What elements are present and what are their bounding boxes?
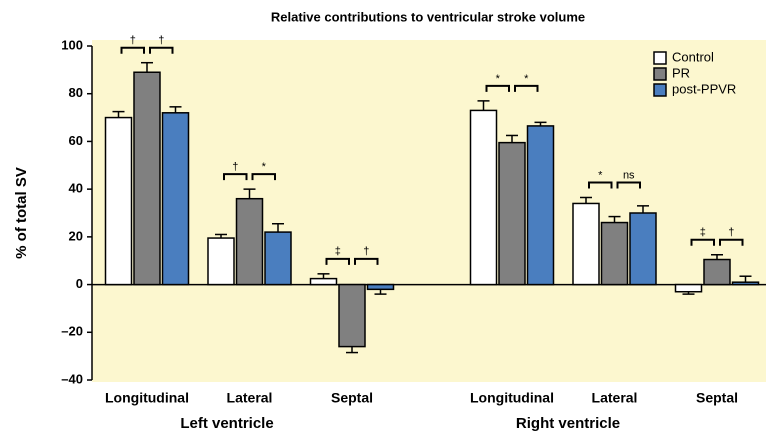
x-tick-label: Septal [696, 390, 738, 406]
legend-label: post-PPVR [672, 81, 736, 96]
significance-label: ‡ [700, 227, 706, 239]
significance-label: † [728, 227, 734, 239]
y-tick-label: –20 [61, 324, 83, 339]
bar [572, 202, 600, 286]
bar [498, 141, 526, 286]
bar [207, 237, 235, 286]
significance-bracket [149, 46, 174, 54]
bar [674, 283, 703, 293]
y-tick-label: 40 [69, 181, 83, 196]
significance-label: * [496, 73, 501, 85]
bar [469, 109, 498, 286]
significance-label: † [158, 35, 164, 47]
significance-bracket [251, 173, 276, 181]
x-tick-label: Lateral [592, 390, 638, 406]
bar [264, 231, 292, 286]
x-tick-label: Septal [331, 390, 373, 406]
bar [629, 212, 657, 286]
y-tick-label: –40 [61, 371, 83, 386]
x-tick-label: Lateral [227, 390, 273, 406]
significance-bracket [120, 46, 145, 54]
significance-bracket [325, 257, 350, 265]
significance-label: † [363, 246, 369, 258]
group-label: Right ventricle [516, 415, 620, 432]
significance-bracket [485, 84, 510, 92]
x-tick-label: Longitudinal [470, 390, 554, 406]
significance-label: † [232, 161, 238, 173]
significance-bracket [616, 181, 641, 189]
bar [133, 71, 161, 286]
significance-bracket [223, 173, 248, 181]
significance-bracket [354, 257, 379, 265]
significance-label: * [524, 73, 529, 85]
y-tick-label: 0 [76, 276, 83, 291]
significance-label: ns [623, 169, 635, 181]
significance-bracket [514, 84, 539, 92]
chart-title: Relative contributions to ventricular st… [271, 9, 585, 24]
significance-label: * [598, 169, 603, 181]
legend-label: PR [672, 65, 690, 80]
significance-bracket [690, 238, 715, 246]
group-label: Left ventricle [180, 415, 273, 432]
bar [104, 116, 133, 286]
bar [526, 125, 555, 286]
bar [600, 221, 629, 286]
y-tick-label: 100 [61, 37, 83, 52]
significance-bracket [719, 238, 744, 246]
legend-swatch [653, 83, 667, 97]
significance-label: * [262, 161, 267, 173]
significance-bracket [588, 181, 613, 189]
legend-label: Control [672, 49, 714, 64]
bar [703, 258, 731, 286]
y-tick-label: 60 [69, 133, 83, 148]
bar [309, 277, 338, 286]
bar [161, 112, 190, 286]
legend-swatch [653, 51, 667, 65]
bar [338, 283, 366, 348]
plot-background [92, 40, 766, 382]
bar [366, 283, 395, 291]
significance-label: ‡ [335, 246, 341, 258]
bar [235, 197, 264, 286]
y-tick-label: 20 [69, 228, 83, 243]
legend-swatch [653, 67, 667, 81]
bar [731, 281, 760, 286]
x-tick-label: Longitudinal [105, 390, 189, 406]
y-axis-title: % of total SV [13, 167, 30, 259]
y-tick-label: 80 [69, 85, 83, 100]
significance-label: † [130, 35, 136, 47]
